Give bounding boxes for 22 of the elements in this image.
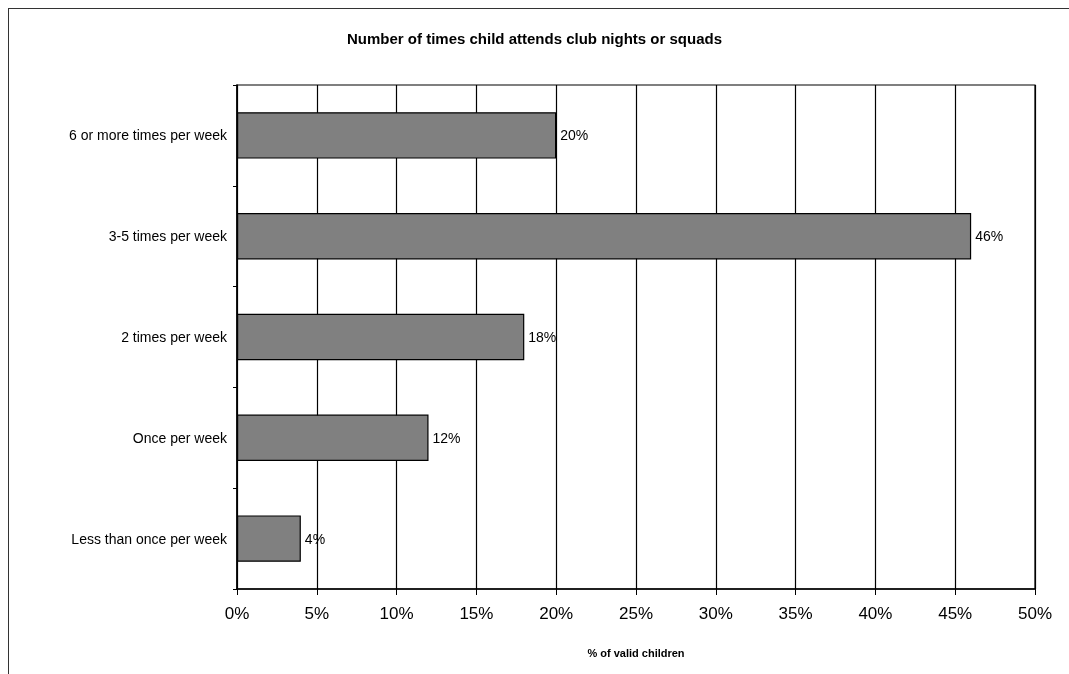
x-tick-label: 0%	[224, 604, 250, 623]
data-label: 46%	[975, 228, 1004, 245]
x-tick-label: 40%	[858, 604, 893, 623]
x-axis-title: % of valid children	[587, 646, 685, 659]
y-tick-label: Once per week	[132, 429, 228, 446]
x-tick-label: 30%	[698, 604, 733, 623]
x-tick-label: 45%	[938, 604, 973, 623]
y-tick-label: 6 or more times per week	[69, 127, 228, 144]
data-label: 12%	[432, 429, 461, 446]
x-tick-label: 25%	[618, 604, 654, 623]
data-label: 18%	[528, 329, 557, 345]
y-tick-label: 2 times per week	[121, 329, 228, 345]
data-label: 20%	[560, 127, 589, 144]
x-tick-label: 5%	[304, 604, 330, 623]
x-tick-label: 35%	[778, 604, 813, 623]
x-tick-label: 15%	[459, 604, 494, 623]
x-tick-label: 20%	[539, 604, 574, 623]
x-tick-label: 10%	[379, 604, 414, 623]
chart-title: Number of times child attends club nights or squads	[346, 30, 723, 47]
y-tick-label: Less than once per week	[71, 530, 228, 547]
y-tick-label: 3-5 times per week	[108, 228, 228, 245]
x-tick-label: 50%	[1017, 604, 1053, 623]
